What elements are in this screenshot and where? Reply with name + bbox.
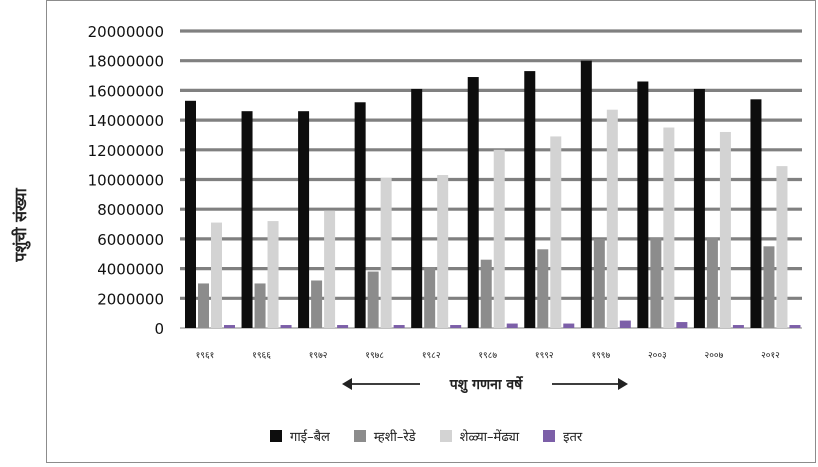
y-tick-label: 20000000 (88, 23, 164, 41)
bar (719, 131, 731, 328)
y-tick-label: 12000000 (88, 142, 164, 160)
chart-frame (46, 0, 816, 463)
bar (593, 238, 605, 328)
bar (185, 100, 196, 328)
bar (580, 60, 592, 328)
x-tick-label: १९८७ (478, 351, 497, 361)
x-tick-labels: १९६१ १९६६ १९७२ १९७८ १९८२ १९८७ १९९२ १९९७ २००३ २००७… (196, 351, 780, 361)
y-tick-label: 4000000 (97, 261, 164, 279)
legend-label-cattle: गाई–बैल (290, 430, 330, 445)
bar (324, 210, 336, 328)
bars (185, 60, 801, 329)
x-tick-label: १९७८ (365, 351, 384, 361)
x-tick-label: १९७२ (309, 351, 328, 361)
bar (493, 149, 505, 328)
y-tick-labels: 0 2000000 4000000 6000000 8000000 10000000 120… (88, 23, 164, 338)
y-tick-label: 14000000 (88, 112, 164, 130)
x-tick-label: १९६१ (196, 351, 215, 361)
bar (650, 237, 662, 328)
x-axis-title-group: पशु गणना वर्षे (342, 376, 628, 394)
bar (732, 325, 744, 328)
bar (298, 111, 310, 328)
x-tick-label: २०१२ (761, 351, 780, 361)
bar (506, 323, 518, 328)
bar (280, 325, 292, 328)
bar (241, 111, 253, 328)
bar (267, 221, 279, 328)
bar (524, 71, 536, 328)
y-tick-label: 2000000 (97, 290, 164, 308)
bar (380, 178, 392, 328)
bar (619, 320, 631, 328)
legend-item-goats-sheep: शेळ्या–मेंढ्या (439, 427, 520, 445)
x-arrow-left-head (342, 378, 352, 390)
bar (450, 325, 462, 328)
bar (480, 259, 492, 328)
x-tick-label: १९६६ (252, 351, 271, 361)
bar (750, 99, 762, 328)
y-tick-label: 0 (154, 320, 164, 338)
bar (367, 271, 379, 328)
bar (776, 166, 788, 328)
bar (254, 283, 266, 328)
bar (537, 249, 549, 328)
bar (411, 88, 423, 328)
bar (393, 325, 405, 328)
legend: गाई–बैल म्हशी–रेडे शेळ्या–मेंढ्या इतर (270, 424, 582, 448)
x-tick-label: १९८२ (422, 351, 441, 361)
x-tick-label: १९९२ (535, 351, 554, 361)
legend-label-buffalo: म्हशी–रेडे (373, 430, 416, 445)
y-tick-label: 8000000 (97, 201, 164, 219)
bar (763, 246, 775, 328)
bar (550, 136, 562, 328)
bar (676, 322, 688, 328)
x-tick-label: १९९७ (591, 351, 610, 361)
bar (311, 280, 323, 328)
bar (563, 323, 575, 328)
bar (663, 127, 675, 329)
bar (224, 325, 235, 328)
x-tick-label: २००३ (648, 351, 667, 361)
legend-label-goats-sheep: शेळ्या–मेंढ्या (459, 430, 520, 445)
bar (198, 283, 209, 328)
bar (789, 325, 801, 328)
bar (637, 81, 649, 329)
bar (424, 267, 436, 328)
legend-swatch-other (543, 430, 556, 442)
bar (354, 102, 366, 328)
bar (467, 77, 479, 328)
x-arrow-right-head (618, 378, 628, 390)
bar (606, 109, 618, 328)
legend-swatch-buffalo (353, 430, 366, 442)
legend-item-buffalo: म्हशी–रेडे (353, 427, 416, 445)
legend-item-cattle: गाई–बैल (270, 427, 330, 445)
legend-swatch-goats-sheep (439, 430, 452, 442)
bar (437, 175, 449, 328)
y-tick-label: 16000000 (88, 82, 164, 100)
y-tick-label: 6000000 (97, 231, 164, 249)
y-tick-label: 18000000 (88, 53, 164, 71)
bar (211, 222, 222, 328)
legend-label-other: इतर (563, 430, 583, 445)
bar (337, 325, 349, 328)
legend-swatch-cattle (270, 430, 282, 442)
x-axis-title: पशु गणना वर्षे (449, 376, 524, 394)
legend-item-other: इतर (543, 427, 582, 445)
bar (706, 237, 718, 328)
y-tick-label: 10000000 (88, 172, 164, 190)
bar (693, 88, 705, 328)
x-tick-label: २००७ (705, 351, 724, 361)
